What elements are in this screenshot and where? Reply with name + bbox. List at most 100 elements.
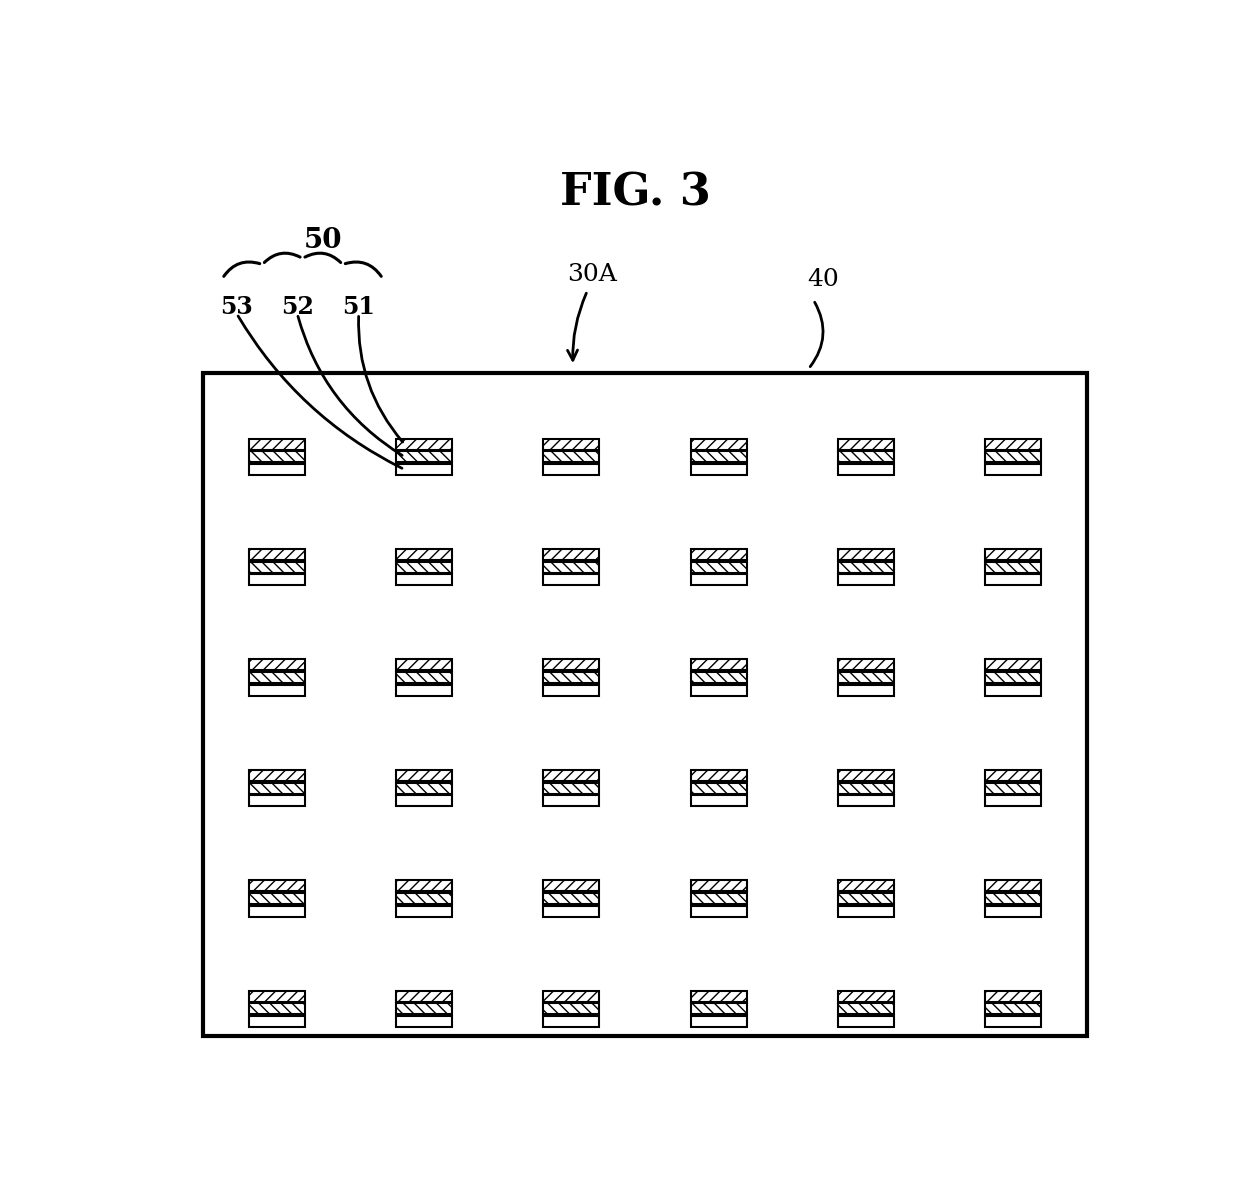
Bar [838,549,894,560]
Bar [838,562,894,572]
Bar [249,452,305,462]
Bar [396,770,453,780]
Bar [986,906,1042,917]
Bar [691,464,746,476]
Bar [203,374,1087,1036]
Bar [543,783,599,793]
Bar [249,672,305,684]
Bar [396,1016,453,1028]
Bar [396,881,453,891]
Text: 40: 40 [807,268,838,290]
Bar [986,1004,1042,1015]
Bar [543,906,599,917]
Bar [543,893,599,903]
Bar [396,464,453,476]
Text: FIG. 3: FIG. 3 [560,171,711,214]
Bar [396,795,453,807]
Bar [986,795,1042,807]
Bar [838,685,894,695]
Bar [249,906,305,917]
Bar [691,452,746,462]
Bar [396,906,453,917]
Bar [543,991,599,1001]
Bar [543,795,599,807]
Bar [691,906,746,917]
Text: 52: 52 [280,295,314,319]
Bar [543,1016,599,1028]
Bar [396,893,453,903]
Bar [986,881,1042,891]
Bar [691,770,746,780]
Text: 51: 51 [342,295,376,319]
Text: 50: 50 [304,227,342,253]
Bar [249,549,305,560]
Bar [396,452,453,462]
Bar [543,452,599,462]
Bar [396,575,453,586]
Bar [838,575,894,586]
Bar [543,770,599,780]
Bar [396,783,453,793]
Bar [986,464,1042,476]
Bar [986,1016,1042,1028]
Bar [396,685,453,695]
Bar [543,562,599,572]
Bar [986,575,1042,586]
Bar [838,795,894,807]
Bar [249,439,305,449]
Bar [838,672,894,684]
Bar [986,770,1042,780]
Bar [396,562,453,572]
Bar [986,549,1042,560]
Bar [691,549,746,560]
Bar [543,549,599,560]
Bar [691,562,746,572]
Text: 30A: 30A [568,263,618,286]
Bar [543,685,599,695]
Bar [838,439,894,449]
Bar [249,783,305,793]
Bar [691,881,746,891]
Text: 53: 53 [221,295,253,319]
Bar [838,464,894,476]
Bar [986,452,1042,462]
Bar [249,881,305,891]
Bar [691,1016,746,1028]
Bar [249,575,305,586]
Bar [838,660,894,670]
Bar [986,991,1042,1001]
Bar [249,770,305,780]
Bar [838,1004,894,1015]
Bar [838,452,894,462]
Bar [691,685,746,695]
Bar [838,1016,894,1028]
Bar [986,893,1042,903]
Bar [691,783,746,793]
Bar [396,660,453,670]
Bar [838,991,894,1001]
Bar [543,672,599,684]
Bar [543,881,599,891]
Bar [543,1004,599,1015]
Bar [249,1004,305,1015]
Bar [691,672,746,684]
Bar [838,881,894,891]
Bar [249,1016,305,1028]
Bar [249,795,305,807]
Bar [691,660,746,670]
Bar [986,439,1042,449]
Bar [838,770,894,780]
Bar [249,893,305,903]
Bar [838,906,894,917]
Bar [396,672,453,684]
Bar [543,575,599,586]
Bar [691,795,746,807]
Bar [396,549,453,560]
Bar [396,991,453,1001]
Bar [691,1004,746,1015]
Bar [543,660,599,670]
Bar [838,893,894,903]
Bar [396,1004,453,1015]
Bar [691,575,746,586]
Bar [249,685,305,695]
